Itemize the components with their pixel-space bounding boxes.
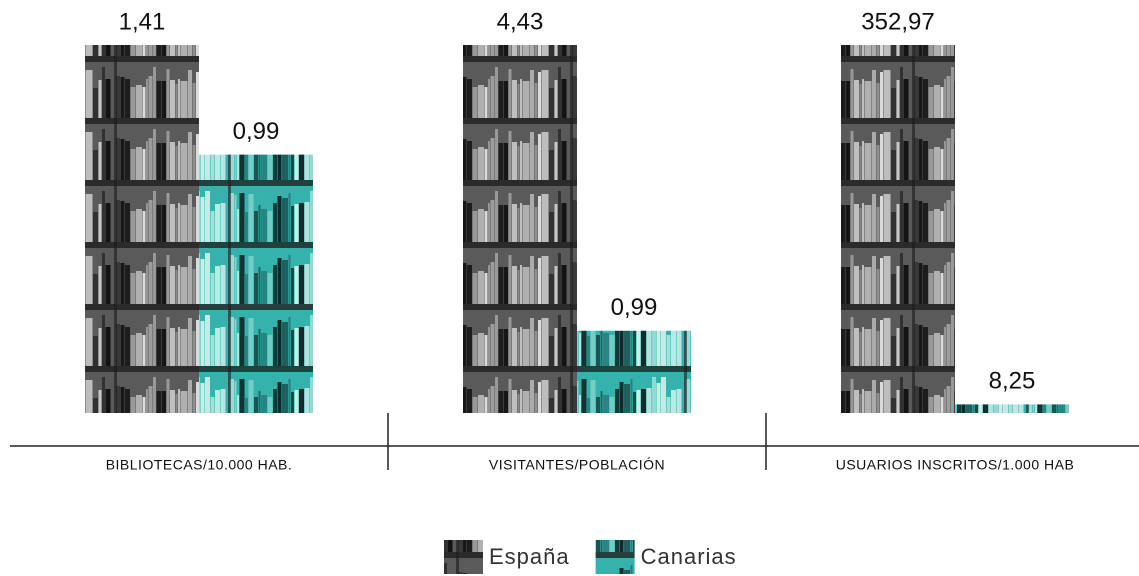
legend-label: España — [489, 544, 570, 569]
bar — [955, 404, 1069, 413]
value-label: 8,25 — [989, 368, 1036, 395]
value-label: 352,97 — [861, 8, 934, 35]
bar — [199, 154, 313, 414]
legend-label: Canarias — [641, 544, 737, 569]
x-tick-label: USUARIOS INSCRITOS/1.000 HAB — [836, 457, 1075, 473]
value-label: 0,99 — [611, 294, 658, 321]
bar — [85, 45, 199, 413]
bar — [841, 45, 955, 413]
bar — [577, 330, 691, 413]
x-tick-label: VISITANTES/POBLACIÓN — [489, 457, 665, 473]
bar — [463, 45, 577, 413]
legend-swatch — [595, 540, 635, 574]
x-tick-label: BIBLIOTECAS/10.000 HAB. — [106, 457, 293, 473]
value-label: 0,99 — [233, 118, 280, 145]
value-label: 1,41 — [119, 8, 166, 35]
legend-swatch — [444, 540, 483, 574]
value-label: 4,43 — [497, 8, 544, 35]
